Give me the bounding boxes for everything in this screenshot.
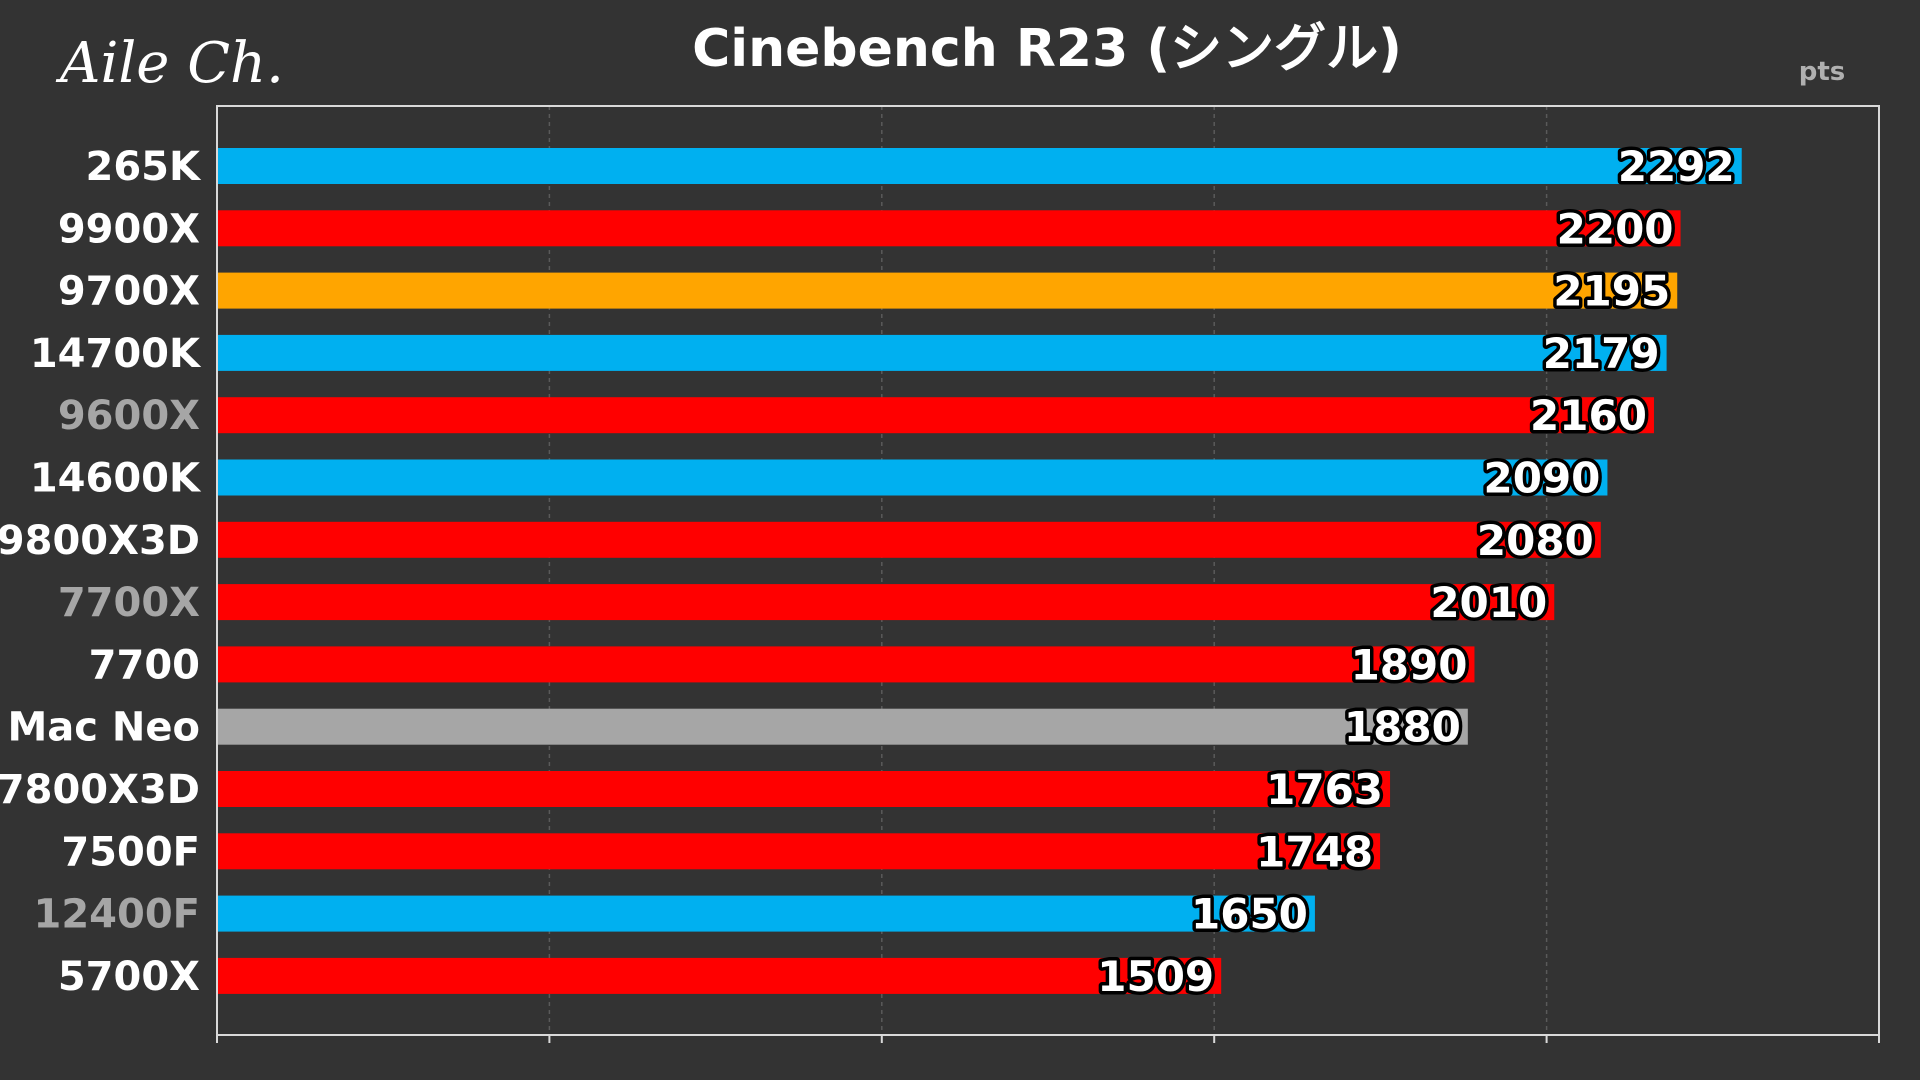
- bar: [218, 708, 1468, 745]
- bar: [218, 521, 1601, 558]
- category-label: 9700X: [58, 269, 200, 315]
- value-label: 1509: [1097, 952, 1214, 1001]
- channel-logo: Aile Ch.: [55, 31, 284, 96]
- category-label: 9800X3D: [0, 518, 200, 564]
- value-label: 2010: [1430, 578, 1547, 627]
- value-label: 2200: [1557, 204, 1674, 253]
- category-label: 7500F: [61, 829, 200, 875]
- value-label: 2179: [1543, 329, 1660, 378]
- category-label: 7700X: [58, 580, 200, 626]
- bar: [218, 148, 1742, 184]
- category-label: 14600K: [30, 456, 202, 502]
- bars-group: [218, 148, 1742, 994]
- category-label: 7800X3D: [0, 767, 200, 813]
- bar: [218, 895, 1315, 932]
- category-label: 5700X: [58, 954, 200, 1000]
- bar: [218, 210, 1681, 247]
- grid-lines: [548, 106, 1548, 1035]
- value-label: 2195: [1553, 267, 1670, 316]
- value-label: 1890: [1351, 640, 1468, 689]
- category-label: 9600X: [58, 393, 200, 439]
- bar: [218, 771, 1391, 807]
- value-label: 2090: [1484, 454, 1601, 503]
- unit-label: pts: [1799, 57, 1846, 87]
- bar: [218, 584, 1555, 621]
- value-label: 1748: [1256, 827, 1373, 876]
- category-label: 265K: [86, 144, 202, 190]
- category-label: 12400F: [34, 892, 200, 938]
- category-label: 9900X: [58, 206, 200, 252]
- chart-title: Cinebench R23 (シングル): [692, 19, 1402, 79]
- bar: [218, 459, 1608, 496]
- category-label: 7700: [89, 642, 200, 688]
- value-label: 1763: [1266, 765, 1383, 814]
- bar: [218, 334, 1667, 371]
- value-label: 2160: [1530, 391, 1647, 440]
- bar: [218, 397, 1654, 434]
- category-labels: 265K 9900X 9700X 14700K 9600X 14600K 9800X3D 77…: [0, 144, 202, 1000]
- x-axis-ticks: [216, 1035, 1880, 1043]
- bar: [218, 646, 1475, 683]
- bar: [218, 272, 1678, 309]
- value-label: 1650: [1191, 890, 1308, 939]
- value-label: 2080: [1477, 516, 1594, 565]
- category-label: 14700K: [30, 331, 202, 377]
- bar: [218, 833, 1381, 870]
- value-labels: 2292 2200 2195 2179 2160 2090 2080 2010 1890 1880…: [1094, 139, 1738, 1005]
- category-label: Mac Neo: [7, 705, 200, 751]
- value-label: 1880: [1344, 703, 1461, 752]
- bar: [218, 957, 1222, 994]
- value-label: 2292: [1618, 142, 1735, 191]
- plot-area-frame: [216, 105, 1880, 1036]
